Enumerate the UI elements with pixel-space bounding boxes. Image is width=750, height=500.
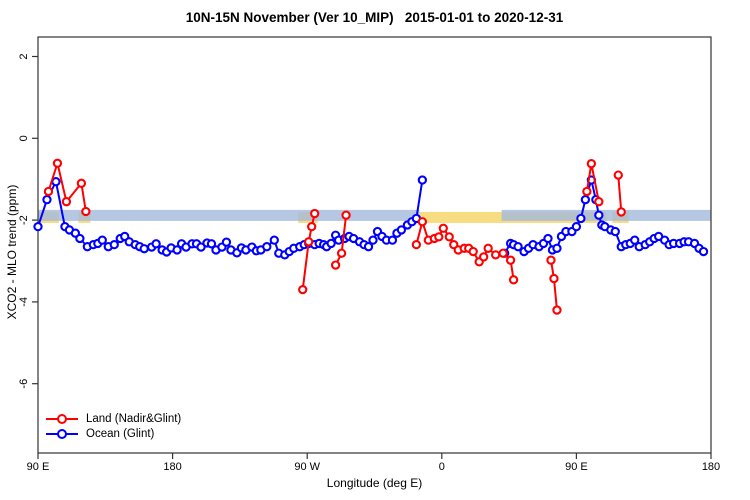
data-point xyxy=(543,233,553,244)
data-point xyxy=(387,235,398,245)
data-point xyxy=(571,221,582,232)
series-land-nadir-glint- xyxy=(43,158,626,315)
land-series-icon xyxy=(46,413,78,425)
data-point xyxy=(546,255,556,265)
ocean-series-icon xyxy=(46,428,78,440)
ocean-reference-band xyxy=(501,209,711,221)
data-point xyxy=(549,273,559,284)
data-point xyxy=(576,213,586,224)
data-point xyxy=(206,239,217,249)
data-point xyxy=(52,158,63,168)
data-point xyxy=(586,159,597,169)
x-tick-label: 180 xyxy=(702,461,720,473)
data-point xyxy=(483,243,493,253)
data-point xyxy=(76,178,87,188)
ocean-reference-band xyxy=(38,209,420,221)
reference-bands xyxy=(38,209,711,223)
data-point xyxy=(610,226,620,237)
data-point xyxy=(490,250,501,260)
data-point xyxy=(42,194,52,205)
x-tick-label: 90 E xyxy=(27,461,50,473)
data-point xyxy=(444,232,454,242)
data-point xyxy=(307,221,317,232)
data-point xyxy=(594,210,604,220)
data-point xyxy=(396,225,407,235)
legend-item-land: Land (Nadir&Glint) xyxy=(46,411,181,426)
x-tick-label: 180 xyxy=(163,461,181,473)
data-point xyxy=(505,255,516,265)
data-point xyxy=(368,235,378,245)
data-point xyxy=(262,242,272,252)
data-point xyxy=(698,246,709,257)
data-point xyxy=(594,197,604,207)
data-point xyxy=(151,239,161,249)
data-point xyxy=(97,235,107,245)
data-point xyxy=(582,186,592,197)
data-point xyxy=(172,245,182,255)
data-point xyxy=(81,206,91,217)
data-point xyxy=(304,237,314,247)
data-point xyxy=(434,232,444,242)
y-axis-title: XCO2 - MLO trend (ppm) xyxy=(5,184,19,320)
data-point xyxy=(221,237,232,247)
data-point xyxy=(513,242,523,252)
data-point xyxy=(411,239,422,250)
data-point xyxy=(61,197,72,207)
x-tick-label: 90 E xyxy=(565,461,588,473)
data-point xyxy=(363,242,374,252)
y-tick-label: 0 xyxy=(18,135,30,141)
data-point xyxy=(417,175,428,185)
data-point xyxy=(468,246,478,257)
legend-item-ocean: Ocean (Glint) xyxy=(46,426,181,441)
data-point xyxy=(75,233,85,244)
axes: 90 E 180 90 W 0 90 E 180 2 0 -2 -4 -6 xyxy=(18,36,720,473)
data-point xyxy=(336,248,347,258)
data-point xyxy=(552,305,562,315)
data-point xyxy=(630,235,640,245)
legend: Land (Nadir&Glint) Ocean (Glint) xyxy=(46,411,181,441)
data-point xyxy=(616,207,626,217)
data-point xyxy=(552,243,562,253)
data-point xyxy=(310,208,320,219)
y-tick-label: -6 xyxy=(18,379,30,389)
data-point xyxy=(139,244,149,254)
y-tick-label: -4 xyxy=(18,297,30,307)
chart-title: 10N-15N November (Ver 10_MIP) 2015-01-01… xyxy=(185,10,564,25)
data-point xyxy=(613,170,623,180)
data-point xyxy=(269,235,279,245)
data-point xyxy=(341,210,351,220)
data-point xyxy=(417,217,428,227)
data-point xyxy=(498,248,508,258)
data-point xyxy=(438,223,448,233)
y-tick-label: -2 xyxy=(18,215,30,225)
data-point xyxy=(109,239,119,250)
data-point xyxy=(479,252,489,262)
x-axis-title: Longitude (deg E) xyxy=(326,476,423,490)
y-tick-label: 2 xyxy=(18,53,30,59)
x-tick-label: 0 xyxy=(439,461,445,473)
data-point xyxy=(43,186,54,197)
data-point xyxy=(330,260,341,270)
legend-label-land: Land (Nadir&Glint) xyxy=(86,412,182,425)
data-point xyxy=(33,221,43,232)
legend-label-ocean: Ocean (Glint) xyxy=(86,427,155,440)
data-point xyxy=(508,275,519,285)
data-point xyxy=(580,194,591,205)
data-point xyxy=(196,242,206,252)
x-tick-label: 90 W xyxy=(294,461,320,473)
data-point xyxy=(326,238,336,249)
data-point xyxy=(298,284,308,295)
